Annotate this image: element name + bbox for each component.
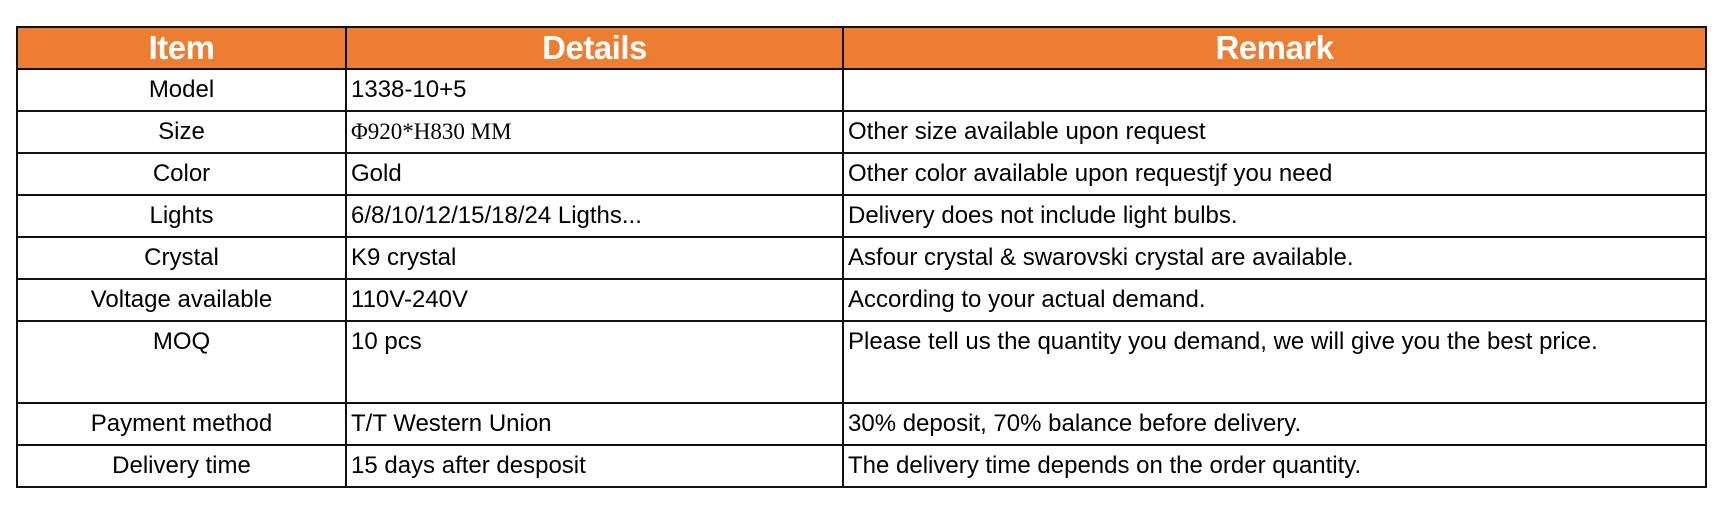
header-remark: Remark bbox=[842, 26, 1707, 70]
table-row: Crystal K9 crystal Asfour crystal & swarov… bbox=[16, 236, 1707, 280]
row-item: Voltage available bbox=[16, 278, 347, 322]
row-item: Color bbox=[16, 152, 347, 196]
row-details: 15 days after desposit bbox=[345, 444, 844, 488]
row-remark: Other color available upon requestjf you… bbox=[842, 152, 1707, 196]
row-item: Size bbox=[16, 110, 347, 154]
table-row: Delivery time 15 days after desposit The d… bbox=[16, 444, 1707, 488]
table-header-row: Item Details Remark bbox=[16, 26, 1707, 70]
row-item: Lights bbox=[16, 194, 347, 238]
row-details: Gold bbox=[345, 152, 844, 196]
row-details: 110V-240V bbox=[345, 278, 844, 322]
table-row: Voltage available 110V-240V According to y… bbox=[16, 278, 1707, 322]
row-remark: Other size available upon request bbox=[842, 110, 1707, 154]
row-remark: The delivery time depends on the order q… bbox=[842, 444, 1707, 488]
row-remark: Please tell us the quantity you demand, … bbox=[842, 320, 1707, 404]
header-item: Item bbox=[16, 26, 347, 70]
row-remark: Asfour crystal & swarovski crystal are a… bbox=[842, 236, 1707, 280]
product-spec-table: Item Details Remark Model 1338-10+5 Size Φ… bbox=[16, 26, 1707, 488]
row-remark: 30% deposit, 70% balance before delivery… bbox=[842, 402, 1707, 446]
table-row: Model 1338-10+5 bbox=[16, 68, 1707, 112]
table-row: Size Φ920*H830 MM Other size available upo… bbox=[16, 110, 1707, 154]
row-remark: According to your actual demand. bbox=[842, 278, 1707, 322]
row-details: Φ920*H830 MM bbox=[345, 110, 844, 154]
row-remark bbox=[842, 68, 1707, 112]
row-item: Crystal bbox=[16, 236, 347, 280]
header-details: Details bbox=[345, 26, 844, 70]
table-row: Lights 6/8/10/12/15/18/24 Ligths... Delive… bbox=[16, 194, 1707, 238]
row-details: 1338-10+5 bbox=[345, 68, 844, 112]
table-row: Payment method T/T Western Union 30% depos… bbox=[16, 402, 1707, 446]
row-details: K9 crystal bbox=[345, 236, 844, 280]
row-item: Delivery time bbox=[16, 444, 347, 488]
row-item: MOQ bbox=[16, 320, 347, 404]
row-item: Model bbox=[16, 68, 347, 112]
table-row: Color Gold Other color available upon requ… bbox=[16, 152, 1707, 196]
row-details: T/T Western Union bbox=[345, 402, 844, 446]
row-details: 10 pcs bbox=[345, 320, 844, 404]
row-remark: Delivery does not include light bulbs. bbox=[842, 194, 1707, 238]
row-details: 6/8/10/12/15/18/24 Ligths... bbox=[345, 194, 844, 238]
row-item: Payment method bbox=[16, 402, 347, 446]
table-row: MOQ 10 pcs Please tell us the quantity you… bbox=[16, 320, 1707, 404]
